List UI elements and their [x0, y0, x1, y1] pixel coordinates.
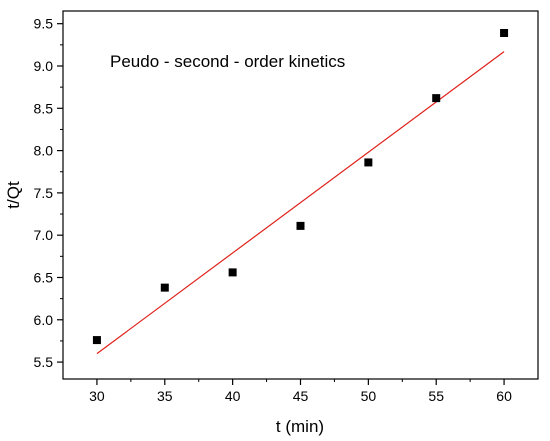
y-tick-label: 9.0 — [34, 58, 54, 74]
data-point — [500, 28, 509, 37]
y-tick-label: 8.0 — [34, 143, 54, 159]
x-tick-label: 45 — [293, 388, 309, 404]
y-tick-label: 6.0 — [34, 312, 54, 328]
x-tick-label: 55 — [428, 388, 444, 404]
y-axis-title: t/Qt — [4, 181, 23, 209]
data-point — [296, 221, 305, 230]
data-point — [160, 283, 169, 292]
x-tick-label: 40 — [225, 388, 241, 404]
x-tick-label: 35 — [157, 388, 173, 404]
data-point — [228, 268, 237, 277]
y-tick-label: 5.5 — [34, 354, 54, 370]
y-tick-label: 7.5 — [34, 185, 54, 201]
data-point — [432, 94, 441, 103]
y-tick-label: 7.0 — [34, 227, 54, 243]
x-tick-label: 50 — [361, 388, 377, 404]
chart-annotation: Peudo - second - order kinetics — [110, 52, 345, 71]
data-point — [364, 158, 373, 167]
axis-ticks — [57, 23, 505, 385]
y-tick-label: 6.5 — [34, 269, 54, 285]
data-points — [92, 28, 509, 345]
y-tick-label: 8.5 — [34, 100, 54, 116]
plot-area — [62, 10, 539, 380]
axis-tick-labels: 30 35 40 45 50 55 60 5.5 6.0 6.5 7.0 7.5 8.0 8.5 9.0 9.… — [34, 16, 513, 404]
data-point — [92, 336, 101, 345]
x-tick-label: 60 — [496, 388, 512, 404]
y-tick-label: 9.5 — [34, 16, 54, 32]
x-axis-title: t (min) — [276, 417, 324, 436]
x-tick-label: 30 — [89, 388, 105, 404]
